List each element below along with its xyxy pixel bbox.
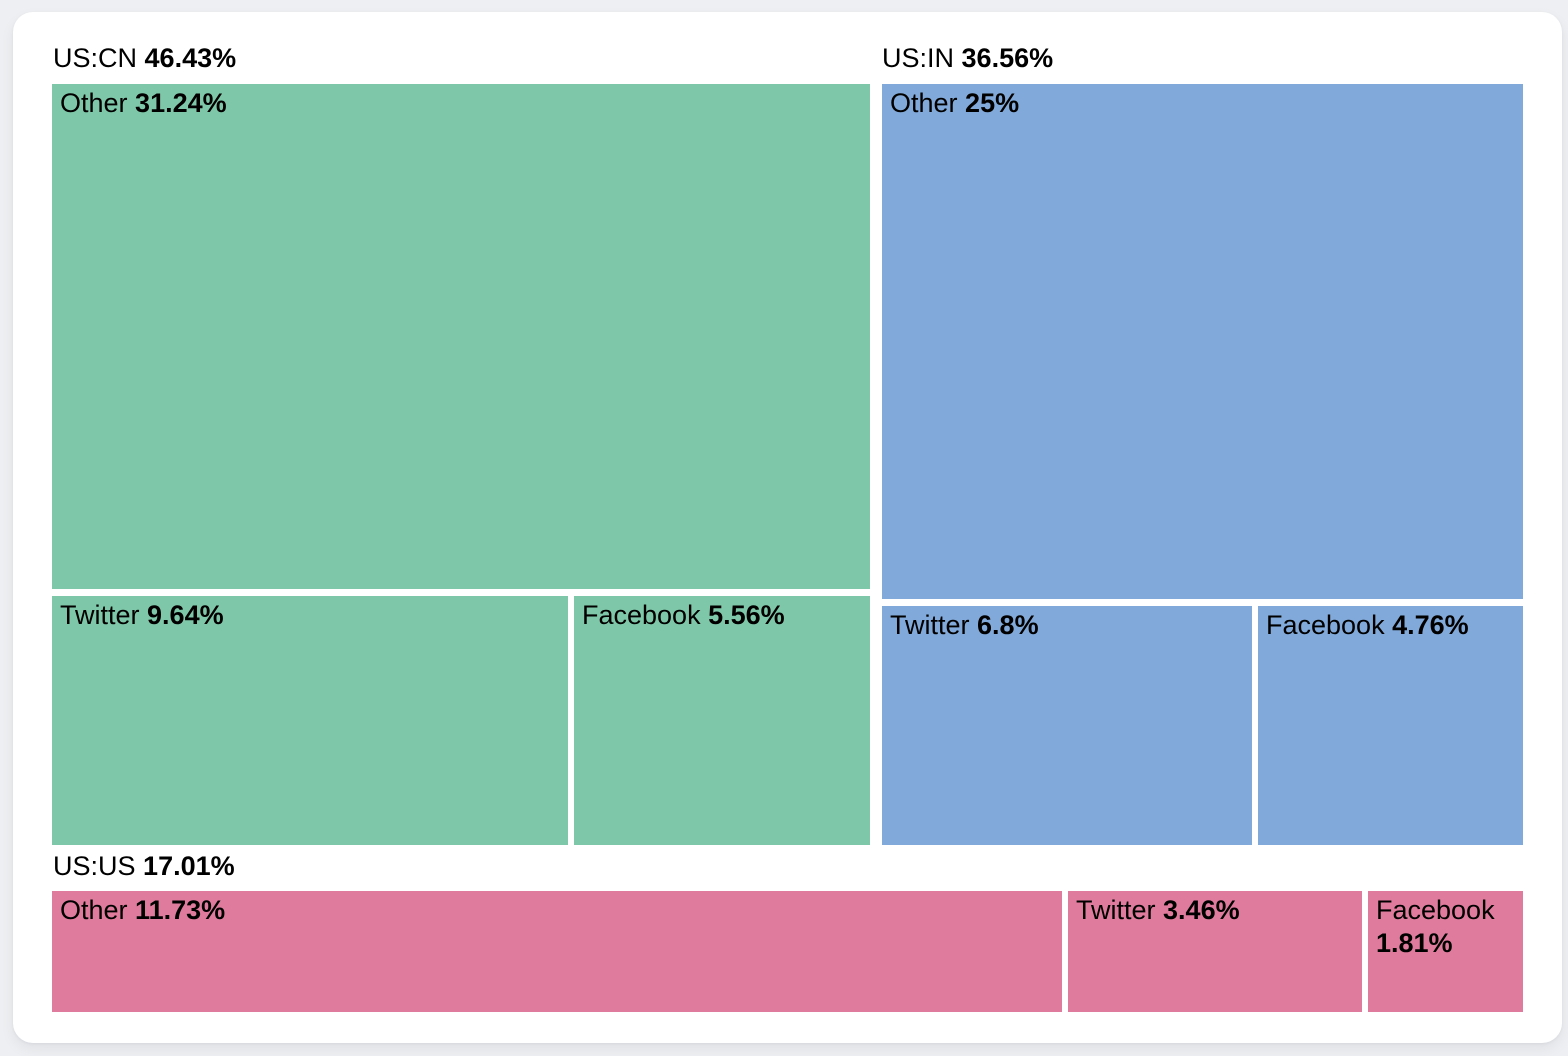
cell-name: Facebook — [1376, 895, 1495, 925]
group-label-us-cn: US:CN 46.43% — [53, 42, 236, 74]
treemap-cell-us-cn-other[interactable]: Other 31.24% — [52, 84, 870, 589]
cell-share: 31.24% — [135, 88, 227, 118]
group-label-us-us: US:US 17.01% — [53, 850, 235, 882]
treemap-cell-us-us-other[interactable]: Other 11.73% — [52, 891, 1062, 1012]
cell-share: 4.76% — [1392, 610, 1469, 640]
group-name: US:US — [53, 851, 136, 881]
cell-share: 11.73% — [135, 895, 226, 925]
treemap-cell-us-in-other[interactable]: Other 25% — [882, 84, 1523, 599]
cell-name: Other — [60, 88, 128, 118]
treemap-cell-us-in-facebook[interactable]: Facebook 4.76% — [1258, 606, 1523, 845]
group-share: 46.43% — [144, 43, 237, 73]
cell-share: 25% — [965, 88, 1020, 118]
cell-name: Twitter — [890, 610, 970, 640]
group-label-us-in: US:IN 36.56% — [882, 42, 1053, 74]
cell-name: Facebook — [582, 600, 701, 630]
treemap-cell-us-in-twitter[interactable]: Twitter 6.8% — [882, 606, 1252, 845]
cell-share: 6.8% — [977, 610, 1039, 640]
cell-share: 5.56% — [708, 600, 785, 630]
cell-share: 1.81% — [1376, 928, 1453, 958]
group-share: 17.01% — [143, 851, 235, 881]
cell-name: Twitter — [1076, 895, 1156, 925]
cell-name: Twitter — [60, 600, 140, 630]
group-name: US:CN — [53, 43, 138, 73]
cell-name: Other — [60, 895, 128, 925]
treemap-card: US:CN 46.43% Other 31.24% Twitter 9.64% … — [13, 12, 1562, 1043]
cell-share: 3.46% — [1163, 895, 1240, 925]
treemap-cell-us-cn-twitter[interactable]: Twitter 9.64% — [52, 596, 568, 845]
treemap-cell-us-us-facebook[interactable]: Facebook 1.81% — [1368, 891, 1523, 1012]
cell-name: Other — [890, 88, 958, 118]
treemap-cell-us-cn-facebook[interactable]: Facebook 5.56% — [574, 596, 870, 845]
group-share: 36.56% — [961, 43, 1054, 73]
treemap-cell-us-us-twitter[interactable]: Twitter 3.46% — [1068, 891, 1362, 1012]
cell-name: Facebook — [1266, 610, 1385, 640]
cell-share: 9.64% — [147, 600, 224, 630]
group-name: US:IN — [882, 43, 955, 73]
